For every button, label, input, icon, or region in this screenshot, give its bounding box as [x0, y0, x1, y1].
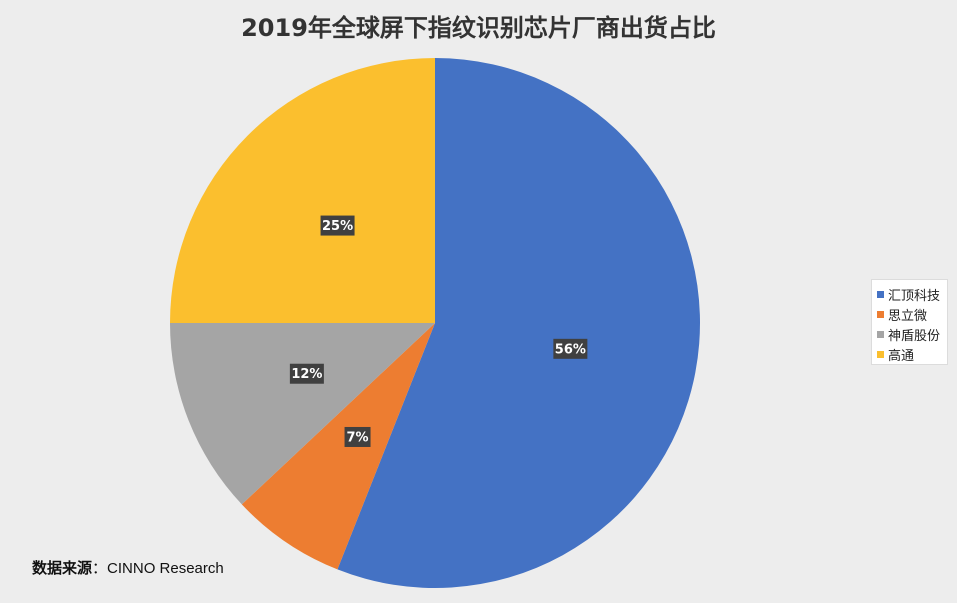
data-label-text: 12%: [291, 367, 322, 382]
legend-swatch: [877, 290, 884, 298]
legend-item-qualcomm: 高通: [877, 344, 947, 364]
data-label-text: 56%: [555, 342, 586, 357]
pie-slice-egistec: [170, 323, 435, 505]
legend-swatch: [877, 330, 884, 338]
data-label-box: [289, 363, 324, 384]
legend-item-egistec: 神盾股份: [877, 324, 947, 344]
source-label: 数据来源: [32, 560, 93, 577]
data-source-note: 数据来源：CINNO Research: [32, 557, 224, 578]
chart-legend: 汇顶科技 思立微 神盾股份 高通: [871, 279, 948, 365]
pie-slice-huiding: [337, 58, 700, 588]
source-value: CINNO Research: [107, 560, 224, 577]
pie-slice-silead: [241, 323, 435, 570]
data-label-silead: 7%: [344, 426, 371, 447]
legend-item-huiding: 汇顶科技: [877, 284, 947, 304]
data-label-box: [344, 426, 371, 447]
chart-title: 2019年全球屏下指纹识别芯片厂商出货占比: [241, 14, 716, 42]
pie-data-labels: 56% 7% 12% 25%: [289, 215, 588, 447]
source-separator: ：: [92, 560, 108, 577]
legend-label: 高通: [888, 348, 915, 364]
legend-label: 汇顶科技: [888, 288, 941, 304]
legend-label: 思立微: [888, 308, 928, 324]
pie-slices: [170, 58, 700, 588]
legend-item-silead: 思立微: [877, 304, 947, 324]
data-label-huiding: 56%: [553, 338, 588, 359]
legend-swatch: [877, 310, 884, 318]
legend-swatch: [877, 350, 884, 358]
data-label-egistec: 12%: [289, 363, 324, 384]
legend-label: 神盾股份: [888, 328, 941, 344]
data-label-text: 7%: [347, 430, 369, 445]
data-label-text: 25%: [322, 219, 353, 234]
pie-slice-qualcomm: [170, 58, 435, 323]
data-label-qualcomm: 25%: [320, 215, 355, 236]
data-label-box: [320, 215, 355, 236]
data-label-box: [553, 338, 588, 359]
